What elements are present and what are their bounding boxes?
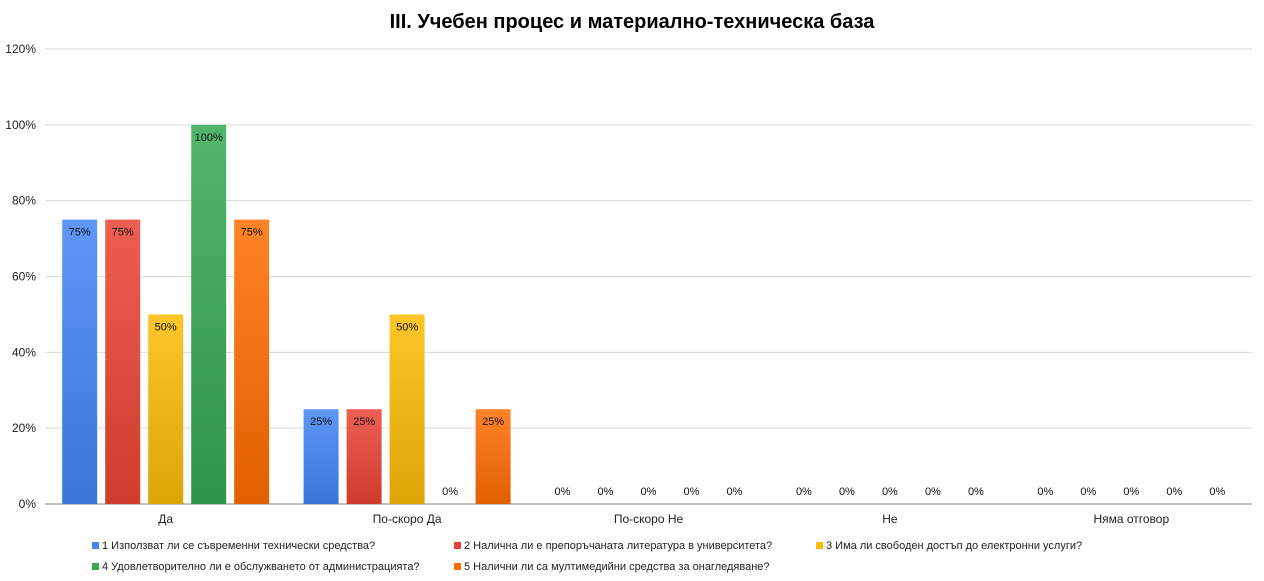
- data-label: 0%: [796, 486, 812, 498]
- x-category-label: По-скоро Не: [614, 512, 684, 526]
- chart-title: III. Учебен процес и материално-техничес…: [390, 11, 876, 33]
- legend-label: 5 Налични ли са мултимедийни средства за…: [464, 561, 770, 573]
- data-label: 75%: [112, 227, 134, 239]
- y-tick-label: 20%: [12, 421, 36, 435]
- data-label: 0%: [641, 486, 657, 498]
- data-label: 0%: [684, 486, 700, 498]
- x-category-label: Няма отговор: [1093, 512, 1169, 526]
- bar: [234, 219, 270, 504]
- data-label: 0%: [882, 486, 898, 498]
- legend: 1 Използват ли се съвременни технически …: [92, 540, 1082, 573]
- data-label: 0%: [839, 486, 855, 498]
- data-label: 75%: [241, 227, 263, 239]
- x-category-label: Не: [882, 512, 898, 526]
- data-label: 0%: [925, 486, 941, 498]
- bar: [191, 124, 227, 504]
- y-axis: 0% 20% 40% 60% 80% 100% 120%: [5, 42, 36, 511]
- y-tick-label: 40%: [12, 345, 36, 359]
- bars: [62, 124, 511, 504]
- data-label: 25%: [482, 416, 504, 428]
- data-label: 50%: [155, 321, 177, 333]
- data-label: 0%: [968, 486, 984, 498]
- legend-label: 4 Удовлетворително ли е обслужването от …: [102, 561, 420, 573]
- x-category-label: По-скоро Да: [373, 512, 442, 526]
- data-label: 0%: [1123, 486, 1139, 498]
- data-label: 0%: [1166, 486, 1182, 498]
- data-label: 100%: [195, 132, 223, 144]
- data-label: 0%: [598, 486, 614, 498]
- y-tick-label: 0%: [19, 497, 37, 511]
- data-label: 0%: [442, 486, 458, 498]
- legend-swatch: [92, 563, 99, 570]
- bar: [148, 314, 184, 504]
- data-labels: 75% 75% 50% 100% 75% 25% 25% 50% 0% 25% 0% 0% 0% 0% 0%…: [69, 132, 1226, 498]
- legend-swatch: [92, 542, 99, 549]
- data-label: 0%: [1037, 486, 1053, 498]
- bar: [62, 219, 98, 504]
- bar: [346, 409, 382, 504]
- bar: [303, 409, 339, 504]
- data-label: 0%: [555, 486, 571, 498]
- data-label: 0%: [1080, 486, 1096, 498]
- data-label: 75%: [69, 227, 91, 239]
- bar: [389, 314, 425, 504]
- legend-swatch: [454, 542, 461, 549]
- data-label: 0%: [727, 486, 743, 498]
- y-tick-label: 120%: [5, 42, 36, 56]
- legend-label: 3 Има ли свободен достъп до електронни у…: [826, 540, 1082, 552]
- bar: [105, 219, 141, 504]
- y-tick-label: 60%: [12, 270, 36, 284]
- legend-swatch: [816, 542, 823, 549]
- x-category-label: Да: [158, 512, 173, 526]
- data-label: 0%: [1209, 486, 1225, 498]
- data-label: 25%: [353, 416, 375, 428]
- bar: [475, 409, 511, 504]
- legend-label: 2 Налична ли е препоръчаната литература …: [464, 540, 772, 552]
- data-label: 50%: [396, 321, 418, 333]
- y-tick-label: 100%: [5, 118, 36, 132]
- y-tick-label: 80%: [12, 194, 36, 208]
- data-label: 25%: [310, 416, 332, 428]
- legend-swatch: [454, 563, 461, 570]
- x-axis: Да По-скоро Да По-скоро Не Не Няма отговор: [158, 512, 1169, 526]
- legend-label: 1 Използват ли се съвременни технически …: [102, 540, 375, 552]
